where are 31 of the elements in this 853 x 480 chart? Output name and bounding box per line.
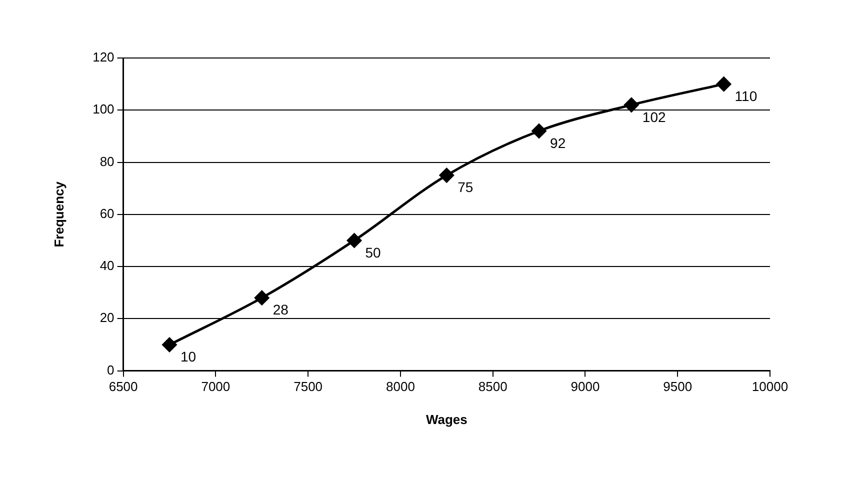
x-tick-label: 9000 — [570, 379, 600, 394]
data-label: 75 — [458, 179, 474, 196]
x-tick-label: 9500 — [663, 379, 692, 394]
y-axis-title: Frequency — [51, 180, 66, 248]
y-tick-label: 120 — [92, 50, 114, 65]
y-tick-label: 80 — [100, 154, 114, 169]
x-tick-label: 6500 — [108, 379, 138, 394]
point — [624, 98, 639, 112]
y-tick-label: 20 — [100, 310, 114, 326]
point — [716, 76, 732, 92]
x-tick-label: 8000 — [386, 379, 415, 394]
data-label: 102 — [642, 108, 666, 125]
data-label: 10 — [180, 348, 196, 365]
point — [532, 124, 546, 138]
point — [347, 233, 362, 248]
y-tick-label: 40 — [100, 258, 114, 274]
x-tick-label: 7000 — [201, 379, 230, 394]
point — [162, 337, 177, 352]
y-tick-label: 100 — [92, 102, 114, 117]
x-tick-label: 10000 — [752, 379, 788, 394]
x-tick-label: 7500 — [294, 379, 323, 394]
data-label: 28 — [272, 302, 289, 318]
data-label: 92 — [550, 134, 566, 151]
x-tick-label: 8500 — [478, 379, 508, 394]
y-tick-label: 0 — [107, 362, 114, 378]
point — [439, 168, 454, 183]
y-tick-label: 60 — [100, 206, 114, 221]
data-label: 50 — [365, 244, 382, 260]
x-axis-title: Wages — [426, 412, 468, 427]
data-label: 110 — [734, 88, 758, 104]
point — [254, 290, 270, 306]
